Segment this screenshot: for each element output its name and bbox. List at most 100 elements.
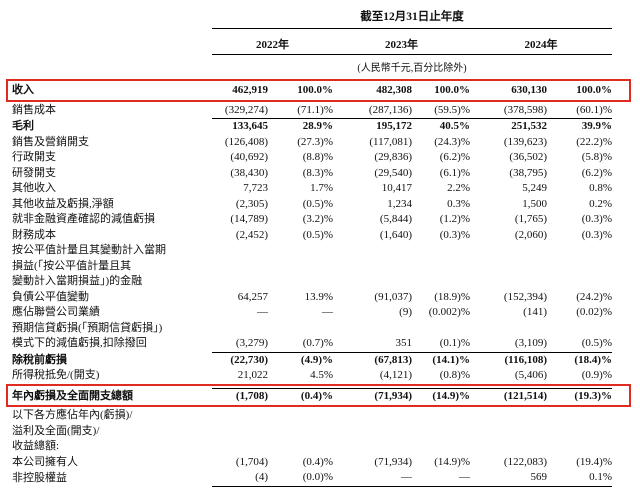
cell-percent: (4.9)% [268,351,333,369]
cell-percent: 39.9% [547,118,612,135]
cell-value: (14,789) [230,213,268,225]
cell-value: (1,704) [235,455,268,468]
row-label: 以下各方應佔年內(虧損)/ 溢利及全面(開支)/ 收益總額: [12,409,133,452]
cell-percent: (14.1)% [412,351,470,369]
cell-value: (29,836) [374,151,412,163]
row-label: 預期信貸虧損(「預期信貸虧損」) 模式下的減值虧損,扣除撥回 [12,321,163,350]
cell-percent: 2.2% [447,182,470,194]
cell-value: (9) [399,306,412,318]
cell-value: (116,108) [470,351,547,369]
cell-value: (2,452) [235,228,268,241]
table-row: 本公司擁有人 (1,704) (0.4)% (71,934) (14.9)% (122,0… [0,455,640,471]
cell-percent: — [412,470,470,487]
table-row: 其他收入 7,723 1.7% 10,417 2.2% 5,249 0.8% [0,181,640,197]
cell-percent: (14.9)% [412,387,470,405]
cell-value: 195,172 [333,118,412,135]
row-label: 就非金融資產確認的減值虧損 [12,213,155,225]
table-row: 其他收益及虧損,淨額 (2,305) (0.5)% 1,234 0.3% 1,500 0.2… [0,197,640,213]
cell-value: (1,765) [514,213,547,225]
cell-percent: (0.3)% [439,228,470,241]
cell-percent: (0.9)% [581,369,612,381]
cell-percent: 4.5% [310,369,333,381]
row-label: 本公司擁有人 [12,455,78,468]
cell-value: (3,109) [514,337,547,349]
cell-value: (139,623) [503,135,547,148]
cell-value: (4,121) [379,369,412,381]
cell-percent: 100.0% [576,84,612,96]
table-row: 以下各方應佔年內(虧損)/ 溢利及全面(開支)/ 收益總額: [0,408,640,455]
year-2024-header: 2024年 [470,36,612,55]
cell-percent: (0.4)% [268,387,333,405]
cell-value: (22,730) [212,351,268,369]
cell-value: 630,130 [511,84,547,96]
cell-percent: 1.7% [310,182,333,194]
cell-percent: 100.0% [297,84,333,96]
cell-percent: (19.4)% [576,455,612,468]
row-label: 行政開支 [12,151,56,163]
table-row: 行政開支 (40,692) (8.8)% (29,836) (6.2)% (36,502)… [0,150,640,166]
table-row: 按公平值計量且其變動計入當期 損益(「按公平值計量且其 變動計入當期損益」)的金… [0,243,640,305]
cell-percent: 0.2% [589,197,612,210]
cell-percent: (18.4)% [547,351,612,369]
cell-percent: (0.0)% [268,470,333,487]
cell-value: (3,279) [235,337,268,349]
cell-percent: (5.8)% [581,151,612,163]
cell-value: 133,645 [212,118,268,135]
table-row: 銷售及營銷開支 (126,408) (27.3)% (117,081) (24.3)% (… [0,135,640,151]
cell-value: (122,083) [503,455,547,468]
cell-value: (1,708) [212,387,268,405]
cell-value: 1,234 [387,197,412,210]
cell-percent: (8.8)% [302,151,333,163]
cell-percent: (19.3)% [547,387,612,405]
cell-percent: (18.9)% [434,290,470,303]
row-label: 銷售成本 [12,103,56,116]
table-row: 就非金融資產確認的減值虧損 (14,789) (3.2)% (5,844) (1.2)%… [0,212,640,228]
cell-value: 10,417 [381,182,412,194]
cell-percent: 28.9% [268,118,333,135]
cell-value: 7,723 [243,182,268,194]
cell-value: 5,249 [522,182,547,194]
row-label: 年內虧損及全面開支總額 [12,389,133,402]
cell-percent: (0.5)% [302,228,333,241]
cell-value: 21,022 [237,369,268,381]
table-row: 財務成本 (2,452) (0.5)% (1,640) (0.3)% (2,060) (0.… [0,228,640,244]
cell-percent: 0.1% [547,470,612,487]
cell-percent: (0.7)% [302,337,333,349]
cell-percent: (6.2)% [581,166,612,179]
table-row: 毛利 133,645 28.9% 195,172 40.5% 251,532 39.9% [0,118,640,135]
cell-percent: (0.5)% [302,197,333,210]
cell-percent: (59.5)% [434,103,470,116]
cell-value: (4) [212,470,268,487]
cell-value: 351 [395,337,413,349]
cell-percent: 0.3% [447,197,470,210]
cell-percent: (6.2)% [439,151,470,163]
income-statement-table: 收入 462,919 100.0% 482,308 100.0% 630,130 100.0… [0,79,640,487]
cell-value: (329,274) [224,103,268,116]
cell-percent: 13.9% [304,290,333,303]
table-row: 應佔聯營公司業績 — — (9) (0.002)% (141) (0.02)% [0,305,640,321]
cell-value: (29,540) [374,166,412,179]
year-2023-header: 2023年 [333,36,470,55]
table-row: 預期信貸虧損(「預期信貸虧損」) 模式下的減值虧損,扣除撥回 (3,279) (0.… [0,321,640,352]
cell-percent: (3.2)% [302,213,333,225]
row-label: 收入 [12,84,34,96]
year-header-row: 2022年 2023年 2024年 [0,36,640,55]
cell-value: 251,532 [470,118,547,135]
cell-percent: (0.8)% [439,369,470,381]
cell-percent: (0.3)% [581,213,612,225]
cell-value: (71,934) [333,387,412,405]
cell-percent: (0.02)% [576,306,612,318]
cell-value: (91,037) [374,290,412,303]
cell-percent: (24.2)% [576,290,612,303]
table-row: 銷售成本 (329,274) (71.1)% (287,136) (59.5)% (378… [0,103,640,119]
cell-percent: (71.1)% [297,103,333,116]
cell-value: (67,813) [333,351,412,369]
unit-note: (人民幣千元,百分比除外) [357,63,467,74]
cell-value: (40,692) [230,151,268,163]
row-label: 所得稅抵免/(開支) [12,369,100,381]
cell-value: (378,598) [503,103,547,116]
cell-percent: (22.2)% [576,135,612,148]
row-label: 財務成本 [12,228,56,241]
cell-percent: (0.4)% [302,455,333,468]
